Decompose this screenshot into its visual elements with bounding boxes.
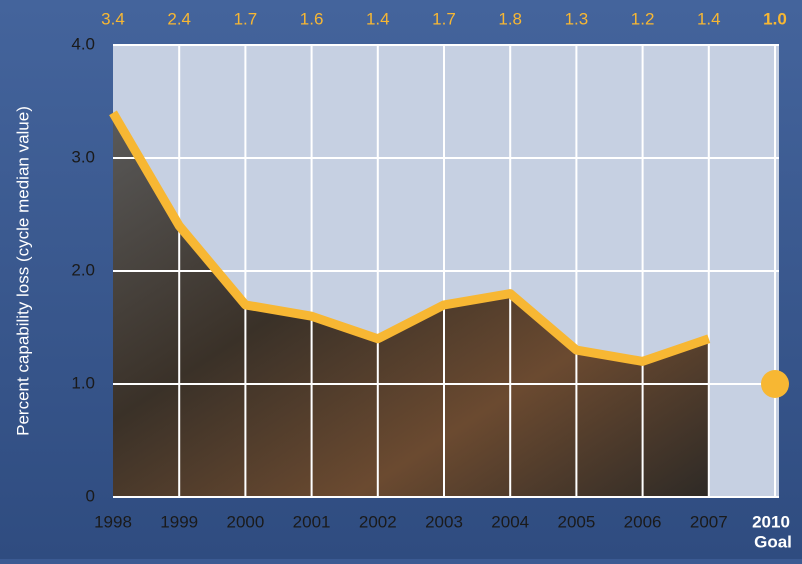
value-label: 2.4 (167, 9, 191, 28)
value-label: 1.0 (763, 9, 787, 28)
x-tick-label: 2010 (752, 512, 790, 531)
value-label: 3.4 (101, 9, 125, 28)
value-label: 1.3 (565, 9, 589, 28)
y-tick-label: 4.0 (71, 34, 95, 53)
x-tick-label: 2007 (690, 512, 728, 531)
x-tick-label: 2002 (359, 512, 397, 531)
value-label: 1.2 (631, 9, 655, 28)
x-tick-label: 2006 (624, 512, 662, 531)
y-tick-label: 3.0 (71, 147, 95, 166)
x-tick-label: 1998 (94, 512, 132, 531)
line (109, 110, 711, 366)
y-axis-label: Percent capability loss (cycle median va… (13, 106, 32, 436)
x-tick-label: 2003 (425, 512, 463, 531)
x-tick-label: 2001 (293, 512, 331, 531)
y-tick-label: 2.0 (71, 260, 95, 279)
x-tick-label: 2000 (226, 512, 264, 531)
x-tick-label: 2005 (557, 512, 595, 531)
y-tick-label: 0 (86, 486, 95, 505)
y-tick-label: 1.0 (71, 373, 95, 392)
value-label: 1.6 (300, 9, 324, 28)
value-label: 1.8 (498, 9, 522, 28)
x-tick-label: 1999 (160, 512, 198, 531)
goal-point (761, 370, 789, 398)
goal-label: Goal (754, 532, 792, 551)
value-label: 1.4 (366, 9, 390, 28)
value-label: 1.7 (432, 9, 456, 28)
area-under-line (113, 112, 709, 498)
x-tick-label: 2004 (491, 512, 529, 531)
value-label: 1.7 (234, 9, 258, 28)
value-label: 1.4 (697, 9, 721, 28)
